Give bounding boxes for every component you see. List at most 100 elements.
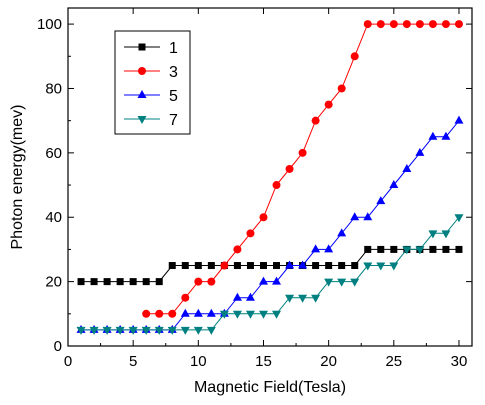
- data-point-series-7: [245, 310, 255, 319]
- legend-marker: [137, 116, 147, 124]
- legend-entry-1: 1: [124, 40, 178, 57]
- data-point-series-3: [389, 20, 398, 29]
- data-point-series-1: [90, 278, 98, 286]
- legend-entry-5: 5: [124, 88, 178, 105]
- data-point-series-7: [428, 230, 438, 239]
- data-point-series-5: [193, 308, 203, 317]
- data-point-series-7: [232, 310, 242, 319]
- legend-marker: [138, 43, 146, 51]
- data-point-series-3: [233, 245, 242, 254]
- x-axis-label: Magnetic Field(Tesla): [194, 379, 346, 396]
- data-point-series-1: [233, 262, 241, 270]
- data-point-series-7: [115, 326, 125, 335]
- data-point-series-1: [259, 262, 267, 270]
- data-point-series-5: [389, 180, 399, 189]
- data-point-series-3: [298, 148, 307, 157]
- legend-label: 3: [169, 64, 178, 81]
- data-point-series-7: [219, 310, 229, 319]
- x-tick-label: 5: [129, 353, 137, 370]
- data-point-series-7: [389, 262, 399, 271]
- data-point-series-3: [324, 100, 333, 109]
- data-point-series-7: [285, 294, 295, 303]
- data-point-series-1: [129, 278, 137, 286]
- series-line-5: [81, 120, 460, 331]
- data-point-series-1: [77, 278, 85, 286]
- series-7: [76, 214, 464, 335]
- data-point-series-5: [337, 228, 347, 237]
- data-point-series-7: [258, 310, 268, 319]
- data-point-series-7: [415, 246, 425, 255]
- data-point-series-5: [285, 260, 295, 269]
- data-point-series-1: [168, 262, 176, 270]
- data-point-series-7: [193, 326, 203, 335]
- data-point-series-7: [206, 326, 216, 335]
- data-point-series-3: [337, 84, 346, 93]
- data-point-series-3: [441, 20, 450, 29]
- data-point-series-3: [207, 277, 216, 286]
- data-point-series-3: [246, 229, 255, 238]
- legend-label: 1: [169, 40, 178, 57]
- x-tick-label: 0: [64, 353, 72, 370]
- data-point-series-5: [350, 212, 360, 221]
- data-point-series-1: [364, 245, 372, 253]
- data-point-series-5: [376, 196, 386, 205]
- data-point-series-3: [259, 213, 268, 222]
- data-point-series-1: [429, 245, 437, 253]
- data-point-series-1: [207, 262, 215, 270]
- data-point-series-7: [441, 230, 451, 239]
- data-point-series-7: [128, 326, 138, 335]
- data-point-series-3: [168, 309, 177, 318]
- x-tick-label: 10: [190, 353, 207, 370]
- data-point-series-5: [428, 131, 438, 140]
- data-point-series-5: [441, 131, 451, 140]
- legend-label: 7: [169, 112, 178, 129]
- data-point-series-3: [285, 164, 294, 173]
- data-point-series-1: [273, 262, 281, 270]
- x-tick-label: 20: [320, 353, 337, 370]
- data-point-series-7: [102, 326, 112, 335]
- data-point-series-1: [442, 245, 450, 253]
- data-point-series-3: [454, 20, 463, 29]
- data-point-series-1: [377, 245, 385, 253]
- data-point-series-1: [181, 262, 189, 270]
- data-point-series-7: [272, 310, 282, 319]
- y-tick-label: 40: [45, 209, 62, 226]
- data-point-series-5: [298, 260, 308, 269]
- data-point-series-1: [103, 278, 111, 286]
- data-point-series-1: [246, 262, 254, 270]
- data-point-series-5: [180, 308, 190, 317]
- legend-entry-3: 3: [124, 64, 178, 81]
- data-point-series-3: [155, 309, 164, 318]
- data-point-series-7: [167, 326, 177, 335]
- plot-area-frame: [67, 7, 473, 347]
- data-point-series-7: [89, 326, 99, 335]
- data-point-series-7: [324, 278, 334, 287]
- data-point-series-3: [220, 261, 229, 270]
- data-point-series-3: [181, 293, 190, 302]
- data-point-series-1: [312, 262, 320, 270]
- data-point-series-7: [454, 214, 464, 223]
- data-point-series-5: [402, 163, 412, 172]
- data-point-series-3: [272, 181, 281, 190]
- data-point-series-1: [390, 245, 398, 253]
- data-point-series-3: [363, 20, 372, 29]
- y-tick-label: 0: [54, 338, 62, 355]
- data-point-series-1: [325, 262, 333, 270]
- data-point-series-3: [194, 277, 203, 286]
- legend-entry-7: 7: [124, 112, 178, 129]
- data-point-series-7: [154, 326, 164, 335]
- data-point-series-7: [350, 278, 360, 287]
- series-line-3: [146, 23, 459, 315]
- data-point-series-1: [455, 245, 463, 253]
- legend-box: [114, 30, 191, 135]
- data-point-series-3: [376, 20, 385, 29]
- data-point-series-1: [116, 278, 124, 286]
- x-tick-label: 25: [385, 353, 402, 370]
- data-point-series-7: [298, 294, 308, 303]
- data-point-series-1: [142, 278, 150, 286]
- data-point-series-7: [337, 278, 347, 287]
- data-point-series-3: [350, 52, 359, 61]
- data-point-series-1: [351, 262, 359, 270]
- y-tick-label: 20: [45, 274, 62, 291]
